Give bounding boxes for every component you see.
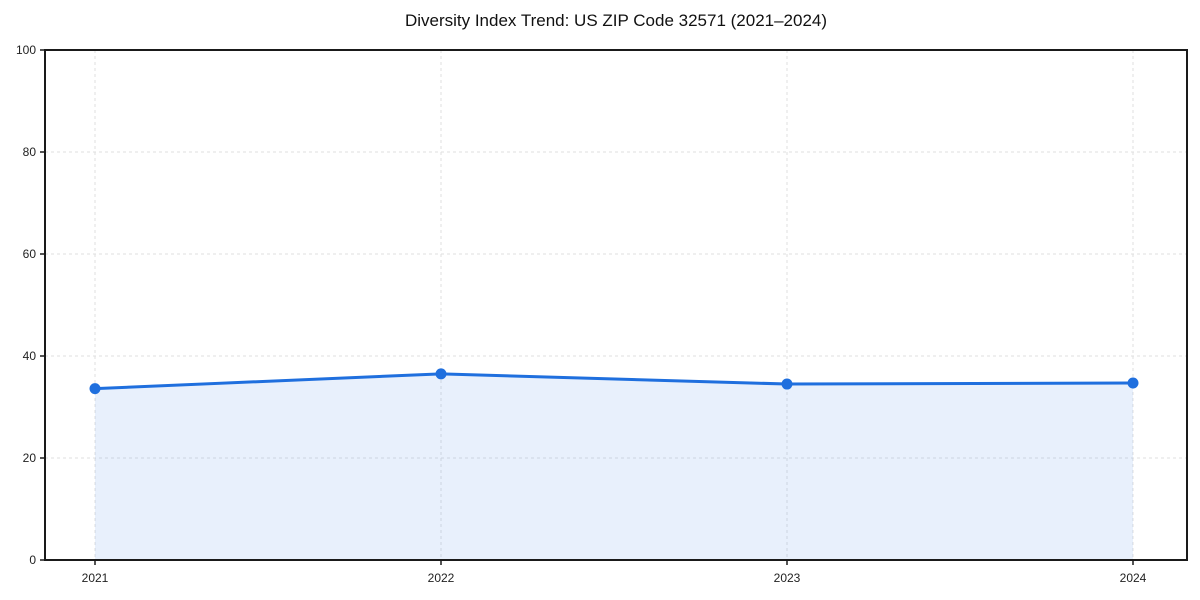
y-tick-label: 40 bbox=[23, 349, 37, 363]
data-point bbox=[1127, 377, 1139, 389]
chart-title: Diversity Index Trend: US ZIP Code 32571… bbox=[404, 11, 828, 30]
x-tick-label: 2022 bbox=[428, 571, 455, 585]
y-tick-label: 0 bbox=[29, 553, 36, 567]
area-fill bbox=[95, 373, 1133, 560]
plot-border bbox=[44, 49, 1188, 561]
x-tick-label: 2023 bbox=[774, 571, 801, 585]
data-point bbox=[781, 378, 793, 390]
data-point bbox=[435, 368, 447, 380]
data-point bbox=[89, 383, 101, 395]
y-tick-label: 20 bbox=[23, 451, 37, 465]
y-tick-label: 100 bbox=[16, 43, 36, 57]
data-line bbox=[93, 372, 1135, 391]
x-tick-label: 2024 bbox=[1120, 571, 1147, 585]
y-tick-label: 80 bbox=[23, 145, 37, 159]
x-tick-label: 2021 bbox=[82, 571, 109, 585]
y-tick-label: 60 bbox=[23, 247, 37, 261]
